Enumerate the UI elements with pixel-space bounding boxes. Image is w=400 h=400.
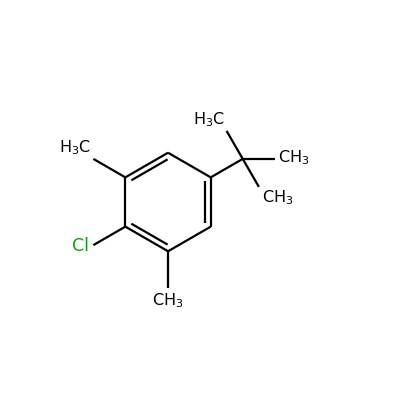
Text: CH$_3$: CH$_3$ bbox=[152, 291, 184, 310]
Text: H$_3$C: H$_3$C bbox=[193, 110, 225, 129]
Text: Cl: Cl bbox=[72, 237, 89, 255]
Text: CH$_3$: CH$_3$ bbox=[278, 148, 310, 167]
Text: H$_3$C: H$_3$C bbox=[59, 139, 91, 157]
Text: CH$_3$: CH$_3$ bbox=[262, 188, 294, 207]
